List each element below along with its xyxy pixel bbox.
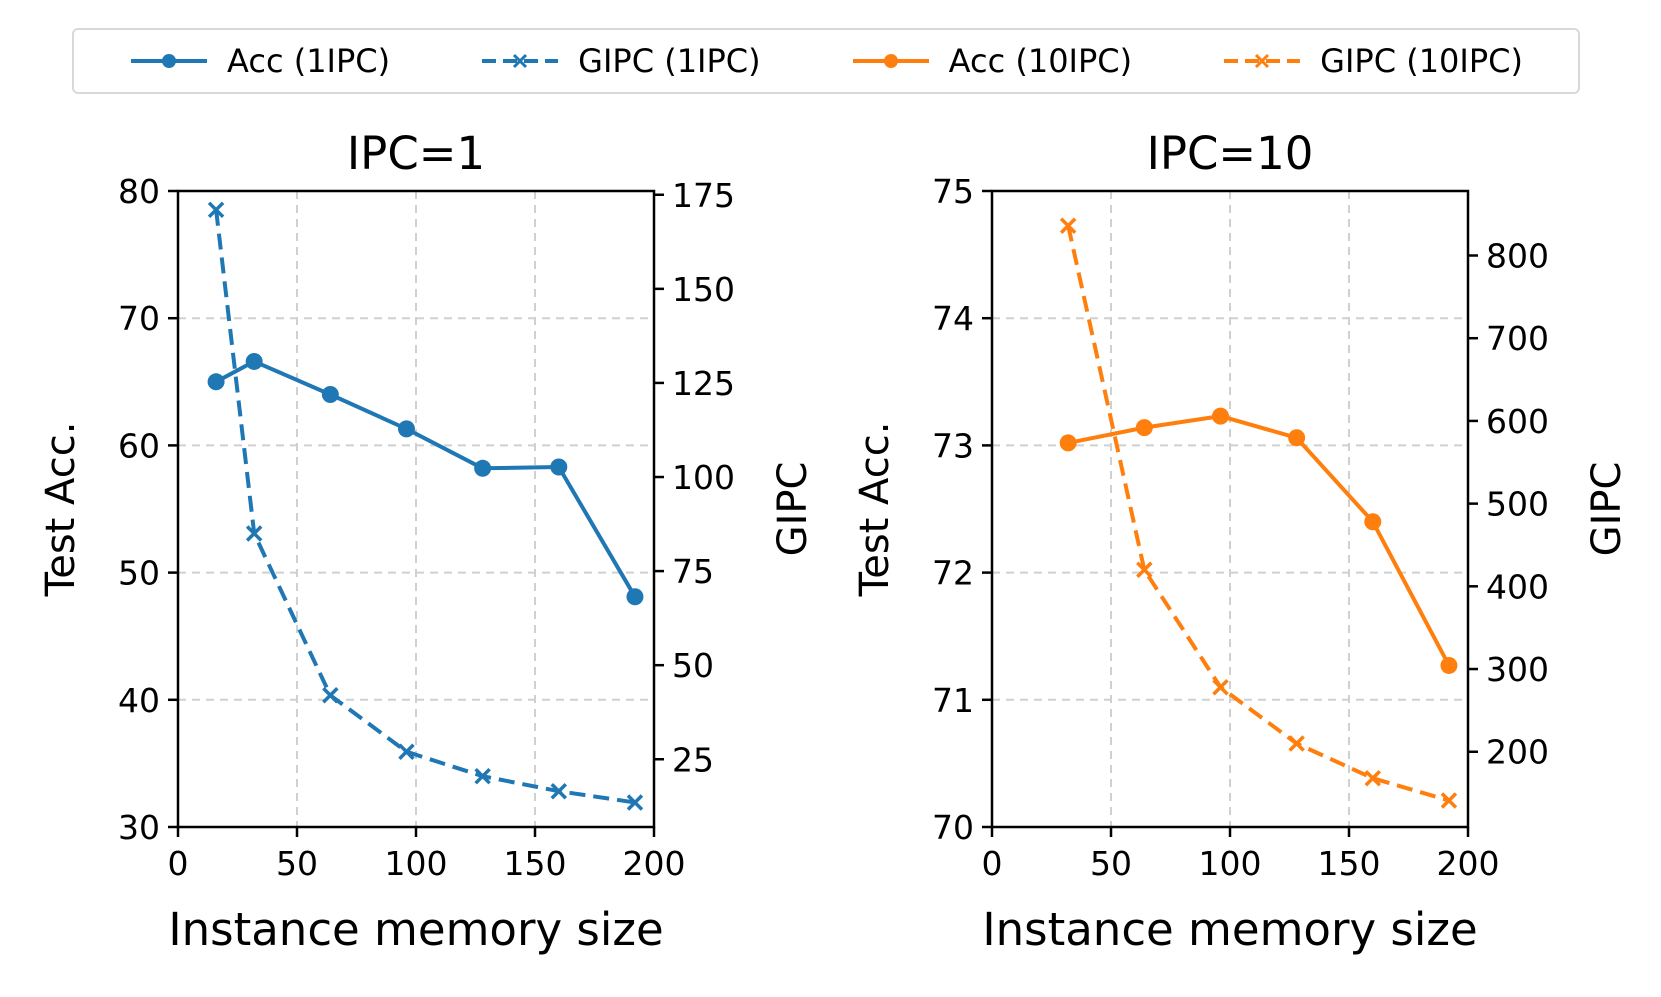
- y2-tick-label: 300: [1486, 650, 1549, 689]
- x-tick-label: 200: [623, 844, 686, 883]
- x-tick-label: 50: [276, 844, 318, 883]
- series-line-gipc-1ipc: [214, 209, 636, 805]
- legend-label-acc-10ipc: Acc (10IPC): [948, 42, 1133, 80]
- y-tick-label: 40: [118, 681, 160, 720]
- data-point-gipc-10ipc: [1440, 792, 1458, 809]
- legend-swatch-acc-1ipc: [131, 54, 208, 68]
- data-point-acc-10ipc: [1440, 656, 1458, 674]
- y-tick-label: 70: [118, 299, 160, 338]
- x-tick-label: 50: [1090, 844, 1132, 883]
- x-tick-label: 0: [982, 844, 1003, 883]
- data-point-gipc-1ipc: [474, 767, 491, 785]
- y2-tick-label: 50: [672, 646, 714, 685]
- legend-label-acc-1ipc: Acc (1IPC): [227, 42, 391, 80]
- legend-item-gipc-10ipc: GIPC (10IPC): [1222, 42, 1523, 80]
- data-point-acc-1ipc: [626, 588, 644, 606]
- y2-tick-label: 600: [1486, 402, 1549, 441]
- x-tick-label: 150: [1318, 844, 1381, 883]
- data-point-acc-1ipc: [550, 458, 568, 476]
- data-point-acc-10ipc: [1364, 513, 1382, 531]
- data-point-gipc-1ipc: [207, 201, 225, 219]
- data-point-acc-1ipc: [207, 373, 225, 391]
- data-point-acc-1ipc: [397, 420, 415, 438]
- chart-legend: Acc (1IPC) GIPC (1IPC) Acc (10IPC) GIPC …: [72, 28, 1580, 94]
- data-point-acc-1ipc: [474, 459, 492, 477]
- data-point-acc-10ipc: [1211, 407, 1229, 425]
- x-tick-label: 200: [1437, 844, 1500, 883]
- data-point-acc-1ipc: [245, 352, 263, 370]
- y-tick-label: 71: [932, 681, 974, 720]
- x-tick-label: 0: [168, 844, 189, 883]
- chart-title: IPC=10: [1147, 127, 1314, 180]
- legend-label-gipc-1ipc: GIPC (1IPC): [578, 42, 761, 80]
- x-axis-label: Instance memory size: [168, 903, 663, 956]
- data-point-acc-10ipc: [1288, 429, 1306, 447]
- y-tick-label: 80: [118, 172, 160, 211]
- series-line-acc-10ipc: [1067, 414, 1451, 667]
- y-tick-label: 60: [118, 426, 160, 465]
- y2-tick-label: 150: [672, 270, 735, 309]
- y2-tick-label: 200: [1486, 733, 1549, 772]
- y2-tick-label: 125: [672, 364, 735, 403]
- plot-frame: [990, 189, 1470, 829]
- y2-tick-label: 175: [672, 176, 735, 215]
- y-axis-label: Test Acc.: [852, 422, 898, 598]
- legend-item-acc-10ipc: Acc (10IPC): [851, 42, 1132, 80]
- y-tick-label: 72: [932, 554, 974, 593]
- data-point-gipc-10ipc: [1212, 678, 1229, 696]
- y-axis-label: Test Acc.: [38, 422, 84, 598]
- legend-swatch-acc-10ipc: [852, 54, 929, 68]
- chart-panel-1: 0 50 100 150 200 30 40 50 60 70 80 25 50 75 100 125 150 1…: [38, 127, 816, 956]
- legend-swatch-gipc-10ipc: [1224, 53, 1301, 69]
- legend-label-gipc-10ipc: GIPC (10IPC): [1320, 42, 1523, 80]
- y-tick-label: 73: [932, 426, 974, 465]
- data-point-gipc-1ipc: [322, 687, 339, 704]
- chart-panel-2: 0 50 100 150 200 70 71 72 73 74 75 200 300 400 500 600 7…: [852, 127, 1630, 956]
- chart-title: IPC=1: [347, 127, 485, 180]
- data-point-gipc-1ipc: [245, 525, 263, 542]
- y-tick-label: 30: [118, 808, 160, 847]
- x-tick-label: 100: [1199, 844, 1262, 883]
- y2-tick-label: 25: [672, 740, 714, 779]
- data-point-gipc-10ipc: [1136, 561, 1153, 579]
- x-tick-label: 150: [504, 844, 567, 883]
- data-point-gipc-10ipc: [1288, 735, 1305, 752]
- data-point-acc-10ipc: [1059, 434, 1077, 452]
- y2-tick-label: 400: [1486, 567, 1549, 606]
- y2-axis-label: GIPC: [1584, 462, 1630, 557]
- data-point-acc-10ipc: [1135, 419, 1153, 437]
- y2-axis-label: GIPC: [770, 462, 816, 557]
- legend-swatch-gipc-1ipc: [482, 53, 559, 69]
- data-point-gipc-1ipc: [550, 783, 568, 800]
- series-line-acc-1ipc: [215, 359, 637, 598]
- y-tick-label: 75: [932, 172, 974, 211]
- data-point-gipc-10ipc: [1059, 217, 1077, 234]
- y-tick-label: 70: [932, 808, 974, 847]
- x-axis-label: Instance memory size: [982, 903, 1477, 956]
- data-point-gipc-10ipc: [1364, 769, 1382, 787]
- y2-tick-label: 800: [1486, 237, 1549, 276]
- legend-item-gipc-1ipc: GIPC (1IPC): [480, 42, 761, 80]
- y2-tick-label: 700: [1486, 319, 1549, 358]
- data-point-acc-1ipc: [321, 386, 339, 404]
- x-tick-label: 100: [385, 844, 448, 883]
- legend-item-acc-1ipc: Acc (1IPC): [129, 42, 390, 80]
- y2-tick-label: 100: [672, 458, 735, 497]
- series-line-gipc-10ipc: [1066, 225, 1450, 803]
- y2-tick-label: 500: [1486, 485, 1549, 524]
- data-point-gipc-1ipc: [398, 743, 415, 760]
- y-tick-label: 50: [118, 554, 160, 593]
- data-point-gipc-1ipc: [626, 794, 644, 811]
- y-tick-label: 74: [932, 299, 974, 338]
- y2-tick-label: 75: [672, 552, 714, 591]
